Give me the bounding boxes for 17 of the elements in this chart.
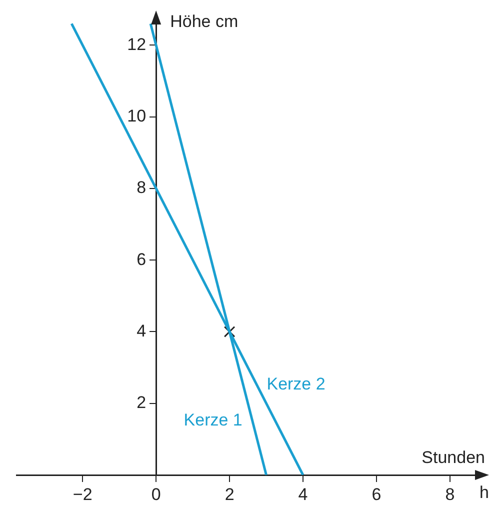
x-tick-label: −2 — [72, 484, 92, 504]
x-tick-label: 6 — [372, 484, 382, 504]
x-tick-label: 4 — [298, 484, 308, 504]
y-tick-label: 2 — [136, 393, 146, 412]
series-label: Kerze 2 — [266, 374, 326, 394]
text: h — [480, 483, 489, 502]
y-tick-label: 12 — [127, 34, 146, 54]
y-tick-label: 8 — [136, 178, 146, 198]
y-axis-title: Höhe cm — [170, 12, 238, 32]
y-tick-label: 10 — [127, 106, 146, 126]
y-tick-label: 6 — [136, 250, 146, 269]
series-label: Kerze 1 — [184, 410, 242, 430]
x-tick-label: 2 — [224, 484, 234, 504]
x-tick-label: 0 — [151, 484, 161, 504]
y-tick-label: 4 — [136, 321, 146, 340]
x-tick-label: 8 — [445, 484, 455, 504]
x-axis-title: Stunden — [422, 448, 485, 468]
